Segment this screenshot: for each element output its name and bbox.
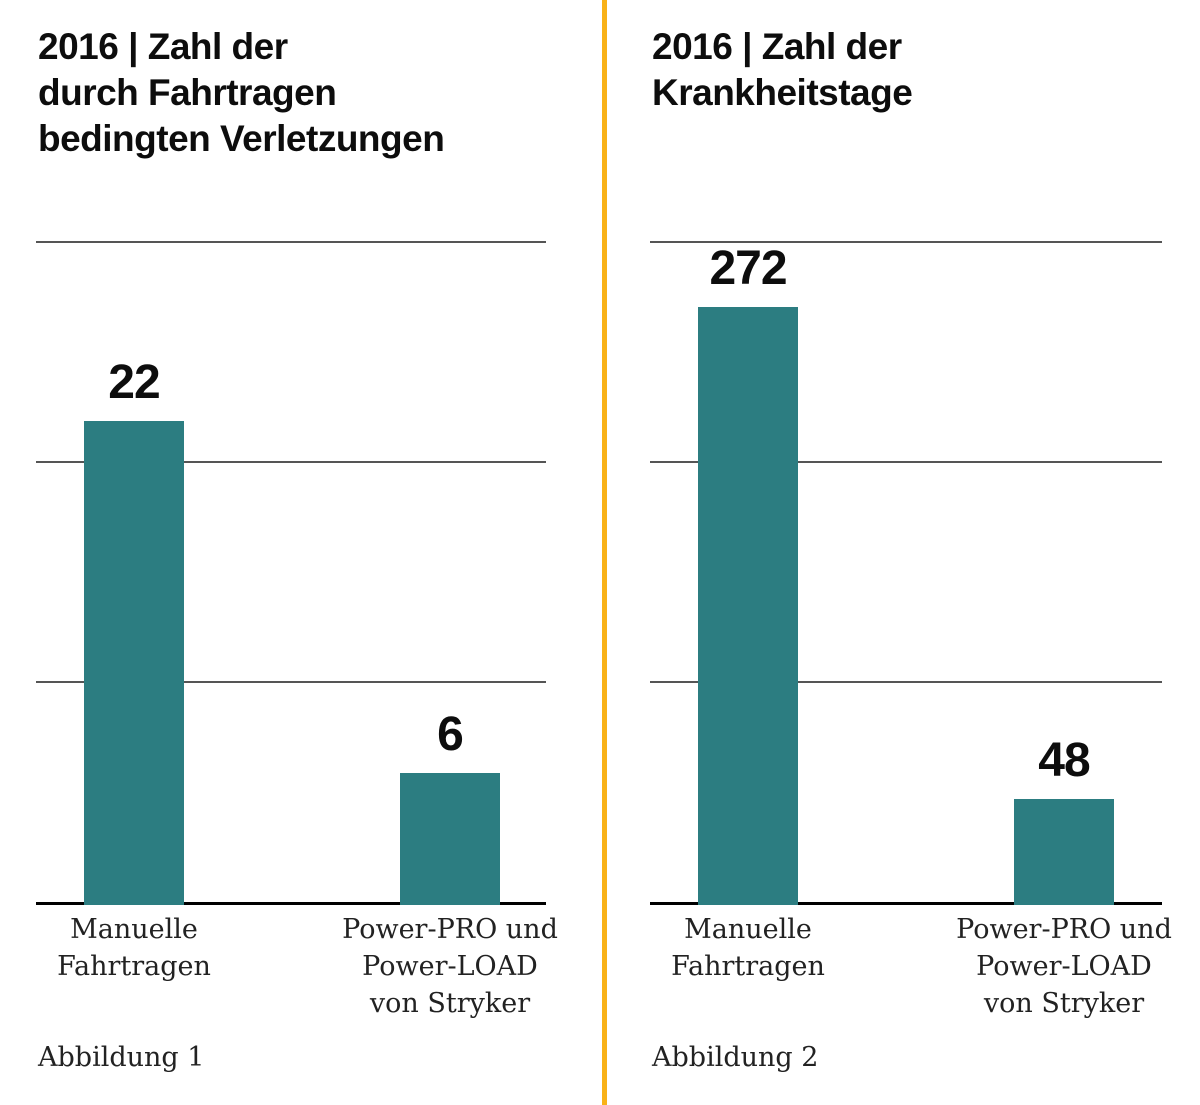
- category-label-stryker: Power-PRO und Power-LOAD von Stryker: [956, 914, 1172, 1019]
- category-label-manuelle: Manuelle Fahrtragen: [671, 914, 825, 982]
- plot-area: 22 6: [36, 241, 546, 905]
- gridline: [650, 461, 1162, 463]
- value-label: 272: [709, 241, 787, 295]
- chart-krankheitstage: 2016 | Zahl der Krankheitstage 272 48 Man…: [650, 0, 1172, 1105]
- value-label: 22: [108, 356, 160, 409]
- category-label-stryker: Power-PRO und Power-LOAD von Stryker: [342, 914, 558, 1019]
- x-axis-line: [650, 902, 1162, 905]
- value-label: 48: [1038, 734, 1090, 788]
- gridline: [36, 681, 546, 683]
- chart-title: 2016 | Zahl der durch Fahrtragen bedingt…: [38, 26, 445, 159]
- bar-manuelle-fahrtragen: [698, 306, 798, 905]
- plot-area: 272 48: [650, 241, 1162, 905]
- category-label-manuelle: Manuelle Fahrtragen: [57, 914, 211, 982]
- gridline: [650, 681, 1162, 683]
- bar-manuelle-fahrtragen: [84, 421, 184, 905]
- x-axis-line: [36, 902, 546, 905]
- gridline: [650, 241, 1162, 243]
- chart-title: 2016 | Zahl der Krankheitstage: [652, 26, 913, 113]
- figure-caption: Abbildung 1: [38, 1042, 205, 1073]
- gridline: [36, 241, 546, 243]
- bar-power-pro-load: [400, 773, 500, 905]
- figure-caption: Abbildung 2: [652, 1042, 819, 1073]
- divider-line: [602, 0, 607, 1105]
- bar-power-pro-load: [1014, 799, 1114, 905]
- chart-verletzungen: 2016 | Zahl der durch Fahrtragen bedingt…: [36, 0, 558, 1105]
- gridline: [36, 461, 546, 463]
- value-label: 6: [437, 708, 464, 761]
